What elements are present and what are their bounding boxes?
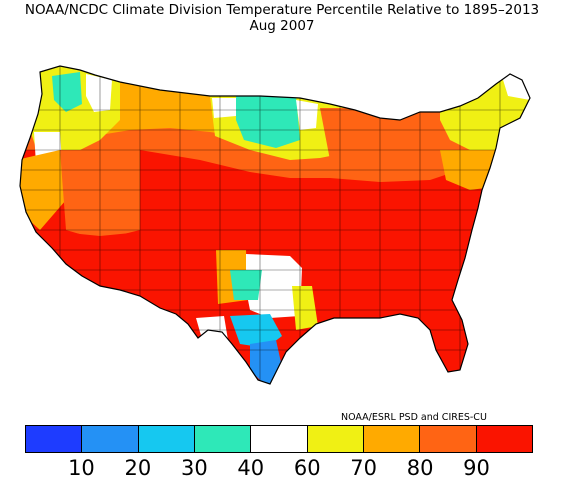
legend-tick-label: 90 — [463, 456, 490, 480]
legend-tick-label: 80 — [406, 456, 434, 480]
map-subtitle: Aug 2007 — [249, 18, 315, 34]
legend-tick-label: 60 — [293, 456, 321, 480]
legend-tick-label: 70 — [350, 456, 378, 480]
legend-swatch — [420, 426, 477, 452]
region-minnesota-white — [296, 100, 318, 130]
credit-text: NOAA/ESRL PSD and CIRES-CU — [341, 412, 487, 423]
region-southwest — [40, 230, 220, 320]
region-dakotas — [236, 96, 300, 148]
legend-swatch — [194, 426, 252, 452]
color-legend — [25, 425, 533, 453]
map-title: NOAA/NCDC Climate Division Temperature P… — [24, 2, 540, 18]
legend-swatch — [476, 426, 532, 452]
region-west-texas — [230, 270, 262, 300]
legend-swatch — [82, 426, 139, 452]
region-east-texas — [292, 286, 318, 330]
legend-tick-label: 10 — [68, 456, 95, 480]
us-climate-division-map — [19, 65, 531, 385]
legend-swatch — [251, 426, 308, 452]
region-idaho-white — [86, 74, 112, 112]
region-south-texas — [230, 314, 282, 348]
region-montana-white — [212, 98, 236, 118]
legend-swatch — [363, 426, 421, 452]
legend-swatch — [26, 426, 83, 452]
us-outline — [19, 65, 531, 385]
region-washington — [52, 72, 82, 112]
legend-swatch — [307, 426, 364, 452]
legend-tick-label: 20 — [124, 456, 152, 480]
legend-swatch — [138, 426, 195, 452]
region-maine-white — [500, 70, 530, 100]
legend-tick-label: 30 — [180, 456, 208, 480]
legend-tick-label: 40 — [237, 456, 265, 480]
